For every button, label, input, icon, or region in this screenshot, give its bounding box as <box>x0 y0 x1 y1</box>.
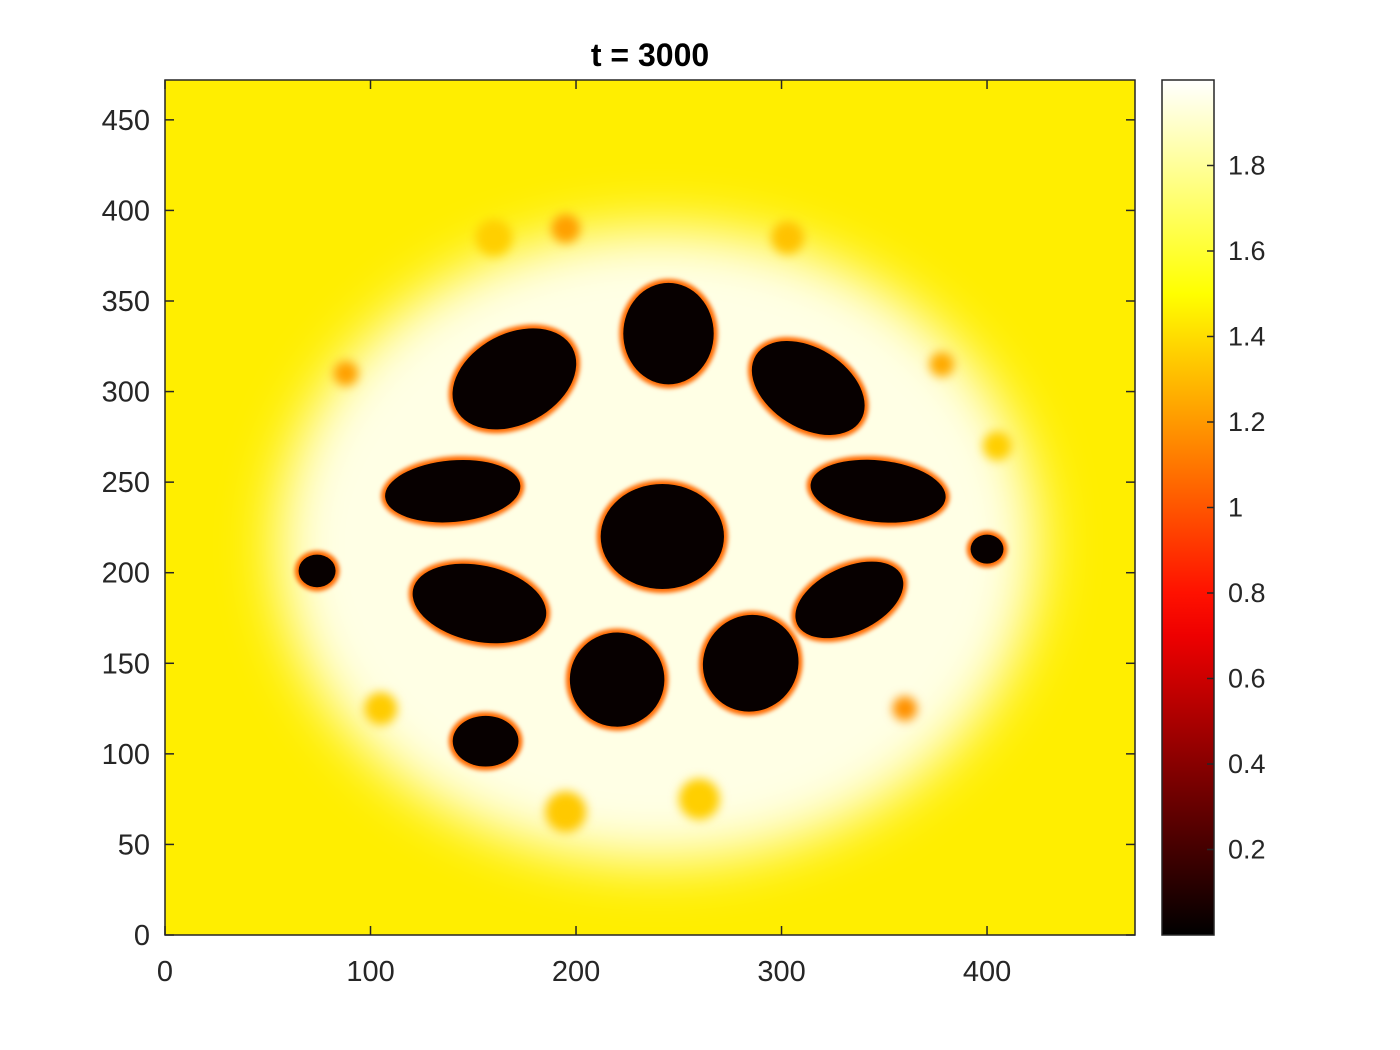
x-tick-label: 400 <box>963 956 1011 988</box>
spot-core <box>702 614 799 712</box>
faint-spot <box>678 778 720 820</box>
colorbar-scale <box>1161 79 1215 936</box>
spot <box>806 455 950 527</box>
y-tick-label: 50 <box>118 829 150 861</box>
spot-core <box>385 459 521 523</box>
y-tick-label: 300 <box>102 377 150 409</box>
plot-area <box>165 80 1135 935</box>
spot <box>619 278 718 389</box>
spot <box>381 455 525 527</box>
colorbar-tick-label: 0.2 <box>1228 835 1266 865</box>
spot <box>596 479 728 594</box>
spot-core <box>970 534 1004 564</box>
y-tick-label: 400 <box>102 195 150 227</box>
spot-core <box>623 282 714 385</box>
spot-core <box>452 715 519 767</box>
chart-title: t = 3000 <box>591 37 709 73</box>
spot <box>565 628 669 731</box>
spot-layer <box>294 278 1008 771</box>
spot-core <box>810 459 946 523</box>
spot <box>448 711 523 771</box>
colorbar-tick-label: 1.4 <box>1228 322 1266 352</box>
y-tick-label: 350 <box>102 286 150 318</box>
spot-core <box>452 328 577 430</box>
spot <box>448 324 581 434</box>
colorbar-tick-label: 1 <box>1228 493 1243 523</box>
faint-spot <box>475 219 513 257</box>
y-axis: 0 50 100 150 200 250 300 350 400 450 <box>102 105 1135 952</box>
spot <box>408 559 551 648</box>
faint-spot <box>333 361 359 386</box>
colorbar-tick-label: 0.8 <box>1228 578 1266 608</box>
faint-spot <box>771 221 805 255</box>
spot-core <box>795 561 904 639</box>
y-tick-label: 0 <box>134 920 150 952</box>
y-tick-label: 200 <box>102 558 150 590</box>
faint-spot <box>892 696 918 721</box>
x-tick-label: 100 <box>346 956 394 988</box>
spot <box>966 530 1008 568</box>
colorbar: 0.2 0.4 0.6 0.8 1 1.2 1.4 1.6 1.8 <box>1161 79 1266 936</box>
x-tick-label: 300 <box>757 956 805 988</box>
spot <box>791 557 908 643</box>
y-tick-label: 450 <box>102 105 150 137</box>
y-tick-label: 250 <box>102 467 150 499</box>
faint-spot-layer <box>333 214 1012 833</box>
faint-spot <box>545 791 587 833</box>
faint-spot <box>364 692 398 726</box>
colorbar-tick-label: 0.4 <box>1228 749 1266 779</box>
spot <box>747 337 869 439</box>
spot-core <box>600 483 724 590</box>
y-tick-label: 100 <box>102 739 150 771</box>
colorbar-tick-label: 1.6 <box>1228 236 1266 266</box>
x-axis: 0 100 200 300 400 <box>157 80 1011 988</box>
colorbar-tick-label: 1.8 <box>1228 151 1266 181</box>
colorbar-tick-label: 0.6 <box>1228 664 1266 694</box>
spot-core <box>569 632 665 727</box>
spot <box>294 550 340 592</box>
x-tick-label: 200 <box>552 956 600 988</box>
spot-core <box>298 554 336 588</box>
x-tick-label: 0 <box>157 956 173 988</box>
colorbar-ticks: 0.2 0.4 0.6 0.8 1 1.2 1.4 1.6 1.8 <box>1207 151 1266 865</box>
plot-frame <box>164 79 1136 936</box>
faint-spot <box>551 214 581 243</box>
spot <box>698 610 803 716</box>
faint-spot <box>929 352 955 377</box>
colorbar-tick-label: 1.2 <box>1228 407 1266 437</box>
spot-core <box>412 563 547 644</box>
faint-spot <box>982 431 1012 461</box>
spot-core <box>751 340 865 435</box>
y-tick-label: 150 <box>102 648 150 680</box>
